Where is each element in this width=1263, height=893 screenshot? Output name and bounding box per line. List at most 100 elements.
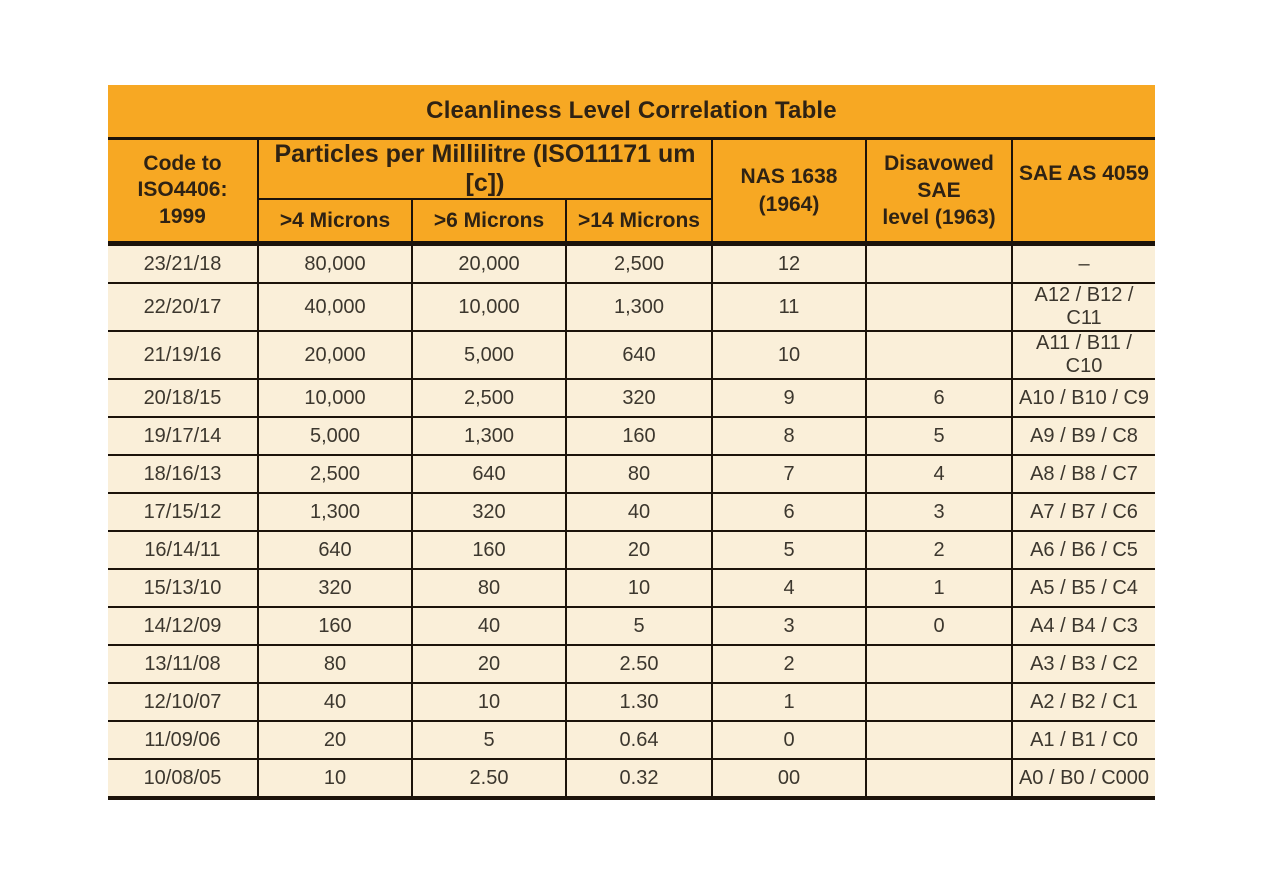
table-cell: 20 [411,645,566,684]
column-group-particles-per-millilitre: Particles per Millilitre (ISO11171 um [c… [257,138,712,200]
table-cell: 1 [711,683,866,722]
table-cell: 12 [711,243,866,284]
table-cell: 0.64 [565,721,712,760]
table-cell: 10 [411,683,566,722]
table-cell: 17/15/12 [108,493,258,532]
table-cell: 160 [411,531,566,570]
table-cell [865,645,1012,684]
table-cell: 14/12/09 [108,607,258,646]
table-cell: 5,000 [411,331,566,380]
table-row: 14/12/09 160 40 5 3 0 A4 / B4 / C3 [108,607,1155,646]
table-cell: 80,000 [257,243,412,284]
table-cell: 18/16/13 [108,455,258,494]
table-row: 11/09/06 20 5 0.64 0 A1 / B1 / C0 [108,721,1155,760]
table-cell: 10 [257,759,412,800]
table-cell: 160 [257,607,412,646]
table-cell: 6 [711,493,866,532]
table-cell: 2,500 [565,243,712,284]
table-cell: 40 [257,683,412,722]
table-cell: 12/10/07 [108,683,258,722]
table-cell: A4 / B4 / C3 [1011,607,1155,646]
table-cell: A8 / B8 / C7 [1011,455,1155,494]
table-cell: 40 [411,607,566,646]
table-header: Cleanliness Level Correlation Table Code… [108,85,1155,246]
table-cell: 320 [257,569,412,608]
table-cell: A9 / B9 / C8 [1011,417,1155,456]
table-cell: A11 / B11 / C10 [1011,331,1155,380]
table-cell: A0 / B0 / C000 [1011,759,1155,800]
table-cell: 2 [711,645,866,684]
table-title: Cleanliness Level Correlation Table [108,85,1155,140]
table-row: 12/10/07 40 10 1.30 1 A2 / B2 / C1 [108,683,1155,722]
table-cell [865,283,1012,332]
table-row: 13/11/08 80 20 2.50 2 A3 / B3 / C2 [108,645,1155,684]
table-cell: 22/20/17 [108,283,258,332]
table-cell: 80 [257,645,412,684]
table-row: 22/20/17 40,000 10,000 1,300 11 A12 / B12 / C… [108,283,1155,332]
table-cell: 320 [565,379,712,418]
table-row: 17/15/12 1,300 320 40 6 3 A7 / B7 / C6 [108,493,1155,532]
column-header-nas-1638: NAS 1638 (1964) [711,138,866,246]
table-row: 18/16/13 2,500 640 80 7 4 A8 / B8 / C7 [108,455,1155,494]
table-cell: A10 / B10 / C9 [1011,379,1155,418]
table-row: 21/19/16 20,000 5,000 640 10 A11 / B11 / C10 [108,331,1155,380]
table-cell: 10/08/05 [108,759,258,800]
table-cell: 1.30 [565,683,712,722]
table-cell: 40 [565,493,712,532]
table-cell: 9 [711,379,866,418]
table-cell: A7 / B7 / C6 [1011,493,1155,532]
table-cell: 10 [711,331,866,380]
table-cell: 160 [565,417,712,456]
table-cell: 80 [565,455,712,494]
table-cell: 20 [257,721,412,760]
table-cell: 0 [865,607,1012,646]
column-header-6-microns: >6 Microns [411,199,566,246]
column-header-sae-as-4059: SAE AS 4059 [1011,138,1155,246]
table-cell: 1,300 [257,493,412,532]
table-cell: 640 [257,531,412,570]
table-cell: 1,300 [411,417,566,456]
table-row: 10/08/05 10 2.50 0.32 00 A0 / B0 / C000 [108,759,1155,800]
table-cell: 2,500 [411,379,566,418]
table-row: 15/13/10 320 80 10 4 1 A5 / B5 / C4 [108,569,1155,608]
cleanliness-correlation-table: Cleanliness Level Correlation Table Code… [108,85,1155,800]
header-row-microns: >4 Microns >6 Microns >14 Microns [108,199,1155,246]
table-cell: 2,500 [257,455,412,494]
table-cell: 8 [711,417,866,456]
table-cell: 320 [411,493,566,532]
table-cell: A5 / B5 / C4 [1011,569,1155,608]
table-cell: 4 [711,569,866,608]
table-cell: 7 [711,455,866,494]
table-cell: 4 [865,455,1012,494]
table-cell: 2 [865,531,1012,570]
table-cell: 5,000 [257,417,412,456]
column-header-iso4406-code: Code to ISO4406: 1999 [108,138,258,246]
table-cell: 20,000 [411,243,566,284]
table-cell: 1 [865,569,1012,608]
table-cell: A12 / B12 / C11 [1011,283,1155,332]
table-cell [865,331,1012,380]
table-cell: 6 [865,379,1012,418]
table-cell: 19/17/14 [108,417,258,456]
table-body: 23/21/18 80,000 20,000 2,500 12–22/20/17 40,0… [108,243,1155,800]
table-cell: A1 / B1 / C0 [1011,721,1155,760]
title-row: Cleanliness Level Correlation Table [108,85,1155,140]
column-header-disavowed-sae: Disavowed SAE level (1963) [865,138,1012,246]
table-row: 19/17/14 5,000 1,300 160 8 5 A9 / B9 / C8 [108,417,1155,456]
table-cell: 80 [411,569,566,608]
table-cell: 2.50 [565,645,712,684]
table-cell [865,721,1012,760]
table-cell: 5 [565,607,712,646]
table-cell: 10,000 [411,283,566,332]
table-cell: 640 [565,331,712,380]
table-cell [865,759,1012,800]
table-cell: A2 / B2 / C1 [1011,683,1155,722]
table-row: 20/18/15 10,000 2,500 320 9 6 A10 / B10 / C9 [108,379,1155,418]
table-cell: 11 [711,283,866,332]
table-row: 16/14/11 640 160 20 5 2 A6 / B6 / C5 [108,531,1155,570]
table-cell [865,243,1012,284]
table-cell: A6 / B6 / C5 [1011,531,1155,570]
table-cell: 10,000 [257,379,412,418]
table-cell: 20 [565,531,712,570]
